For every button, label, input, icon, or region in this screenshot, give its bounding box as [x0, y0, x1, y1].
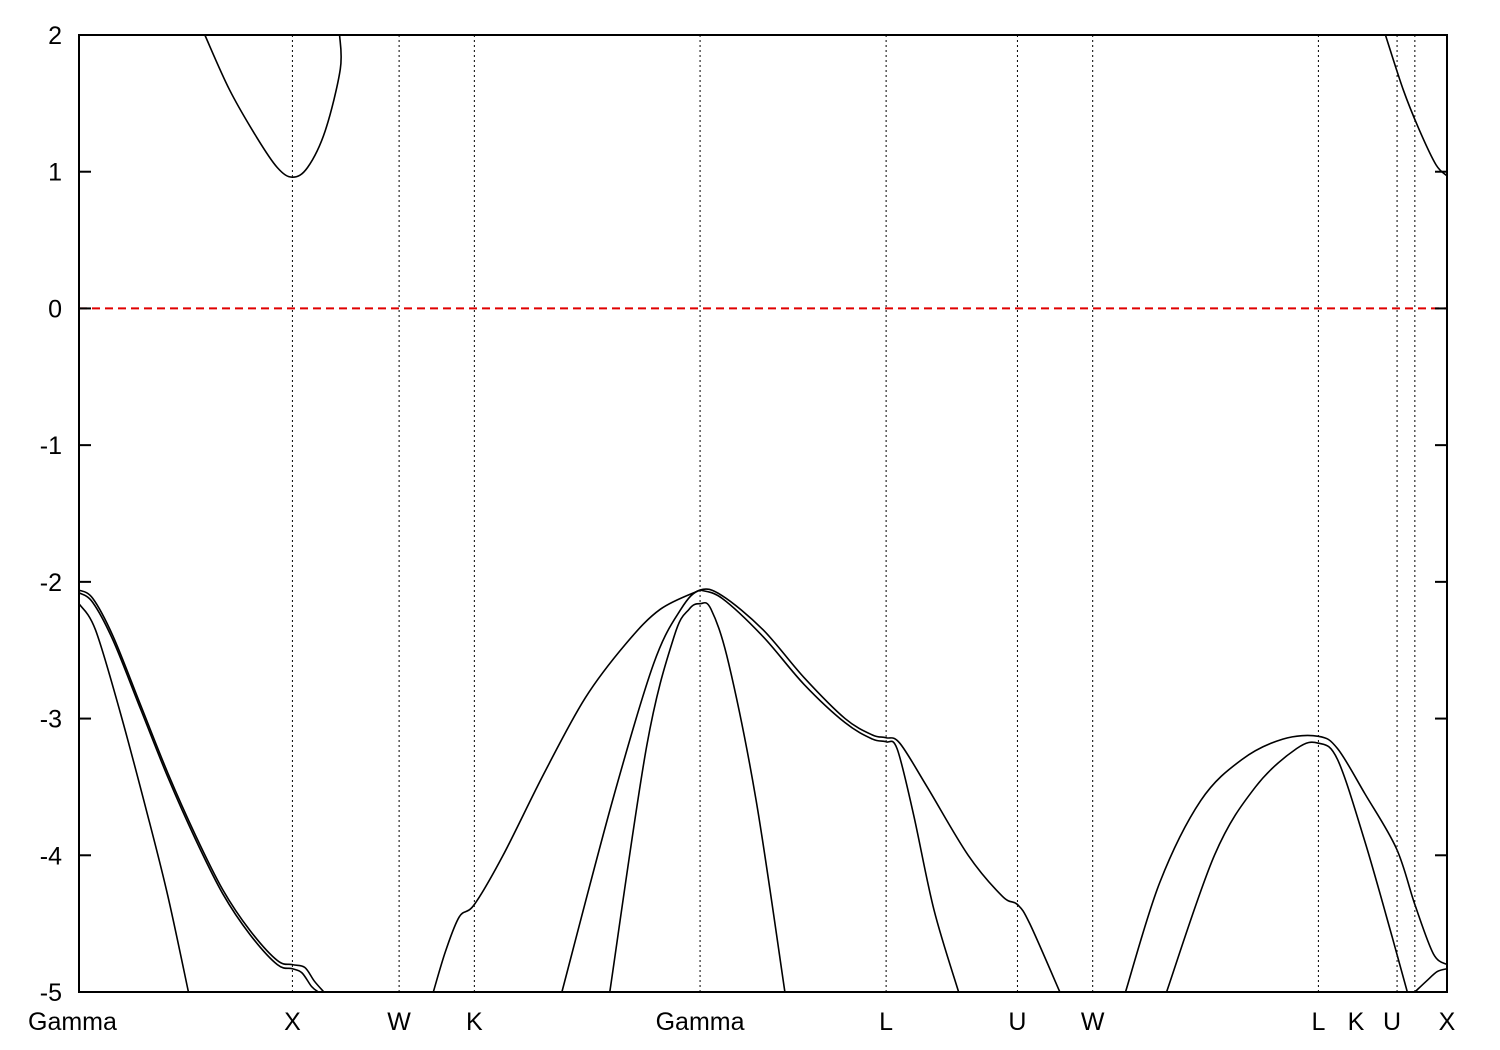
band-2: [1384, 34, 1448, 177]
kpoint-label-4: Gamma: [656, 1008, 745, 1036]
band-4: [78, 592, 319, 993]
ytick-label-2: 0: [48, 295, 62, 323]
ytick-label-0: 2: [48, 22, 62, 50]
kpoint-label-10: U: [1383, 1008, 1401, 1036]
kpoint-label-6: U: [1008, 1008, 1026, 1036]
kpoint-label-0: Gamma: [28, 1008, 117, 1036]
ytick-label-7: -5: [40, 979, 62, 1007]
band-8: [608, 601, 786, 993]
ytick-label-5: -3: [40, 706, 62, 734]
kpoint-label-1: X: [284, 1008, 301, 1036]
band-11: [1165, 741, 1409, 993]
x-axis-kpoint-labels: Gamma X W K Gamma L U W L K U X: [28, 1008, 1456, 1036]
y-axis-ticks: 2 1 0 -1 -2 -3 -4 -5: [40, 22, 1447, 1007]
kpoint-label-3: K: [466, 1008, 483, 1036]
kpoint-label-2: W: [387, 1008, 411, 1036]
band-5: [78, 603, 190, 993]
band-10: [1124, 734, 1448, 993]
band-6: [432, 589, 701, 993]
band-9: [699, 589, 960, 993]
band-7: [561, 588, 1061, 993]
band-lines: [78, 34, 1448, 993]
kpoint-label-7: W: [1081, 1008, 1105, 1036]
ytick-label-6: -4: [40, 842, 62, 870]
ytick-label-4: -2: [40, 569, 62, 597]
kpoint-label-9: K: [1348, 1008, 1365, 1036]
kpoint-label-11: X: [1439, 1008, 1456, 1036]
kpoint-label-5: L: [879, 1008, 893, 1036]
ytick-label-3: -1: [40, 432, 62, 460]
band-12: [1414, 967, 1448, 993]
kpoint-label-8: L: [1311, 1008, 1325, 1036]
kpoint-vertical-lines: [291, 35, 1416, 992]
band-3: [78, 589, 325, 993]
band-1: [204, 34, 343, 178]
plot-frame: [78, 34, 1448, 993]
ytick-label-1: 1: [48, 159, 62, 187]
